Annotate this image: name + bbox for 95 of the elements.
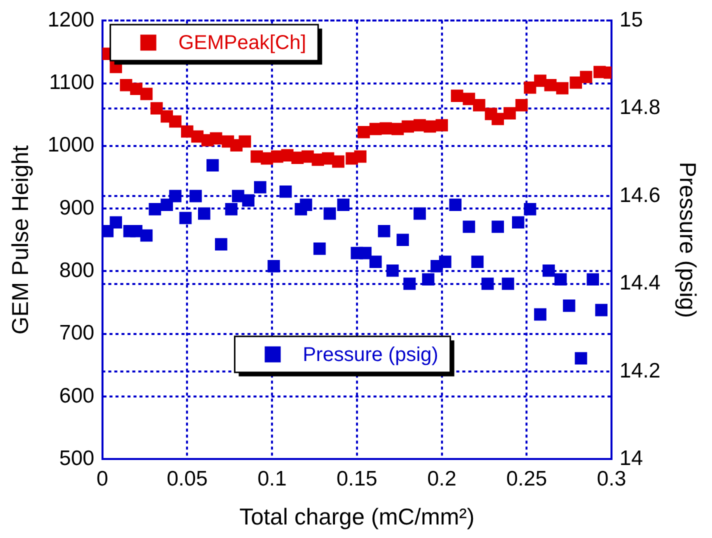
x-tick-label: 0.3	[596, 468, 626, 491]
point	[556, 82, 568, 94]
point	[422, 273, 434, 286]
x-tick-label: 0.25	[506, 468, 548, 491]
point	[369, 256, 382, 268]
point	[544, 78, 557, 92]
point	[190, 190, 202, 202]
point	[160, 198, 173, 211]
point	[580, 70, 592, 84]
point	[534, 308, 546, 321]
point	[554, 273, 567, 286]
point	[225, 203, 238, 216]
point	[206, 159, 219, 172]
point	[214, 238, 228, 250]
point	[439, 256, 452, 268]
point	[380, 122, 392, 135]
point	[562, 300, 576, 312]
point	[359, 246, 372, 260]
point	[449, 198, 462, 211]
x-axis-title: Total charge (mC/mm²)	[239, 504, 474, 530]
point	[358, 126, 370, 138]
y-tick-label: 700	[59, 322, 94, 345]
point	[210, 132, 222, 145]
point	[534, 74, 546, 87]
point	[414, 207, 426, 220]
point	[300, 198, 312, 211]
point	[472, 99, 486, 112]
point	[396, 234, 409, 246]
point	[337, 198, 350, 211]
point	[169, 115, 182, 128]
x-tick-label: 0.15	[336, 468, 378, 491]
point	[238, 135, 252, 148]
point	[436, 119, 448, 132]
point	[354, 150, 366, 163]
y2-tick-label: 14.4	[620, 272, 661, 295]
y-tick-label: 1100	[49, 71, 94, 94]
point	[242, 194, 254, 207]
y2-tick-label: 14.6	[620, 184, 660, 207]
point	[524, 203, 536, 216]
point	[324, 207, 336, 220]
point	[179, 212, 192, 224]
point	[130, 82, 142, 96]
point	[595, 304, 608, 316]
point	[169, 190, 182, 202]
point	[450, 90, 464, 102]
point	[471, 256, 484, 268]
point	[542, 264, 555, 277]
y2-tick-label: 14	[620, 446, 644, 470]
y-axis-title: GEM Pulse Height	[7, 144, 34, 334]
x-tick-label: 0.05	[166, 468, 208, 491]
y2-tick-label: 14.2	[620, 359, 660, 382]
point	[574, 352, 588, 364]
point	[570, 76, 582, 89]
y-tick-label: 1200	[48, 8, 94, 32]
point	[492, 112, 504, 126]
y2-tick-label: 15	[620, 8, 643, 32]
point	[313, 242, 326, 255]
point	[150, 102, 163, 114]
point	[386, 264, 399, 277]
point	[110, 216, 122, 229]
point	[378, 224, 390, 238]
x-tick-label: 0.1	[257, 468, 287, 491]
point	[140, 88, 153, 100]
point	[512, 216, 524, 229]
point	[502, 278, 514, 290]
point	[462, 220, 476, 233]
point	[524, 81, 536, 94]
x-tick-label: 0	[96, 468, 108, 491]
point	[102, 224, 114, 238]
point	[402, 120, 414, 133]
point	[403, 278, 416, 290]
point	[424, 120, 436, 133]
legend-label: Pressure (psig)	[302, 344, 438, 366]
point	[481, 278, 494, 290]
y-tick-label: 600	[59, 384, 94, 408]
y2-axis-title: Pressure (psig)	[674, 162, 701, 318]
point	[515, 99, 528, 112]
point	[504, 107, 516, 120]
legend-label: GEMPeak[Ch]	[178, 32, 306, 54]
point	[148, 203, 162, 216]
point	[140, 229, 153, 242]
y-tick-label: 900	[59, 196, 94, 220]
x-tick-label: 0.2	[427, 468, 456, 491]
point	[254, 181, 266, 194]
point	[586, 273, 600, 286]
point	[268, 260, 280, 272]
y-tick-label: 800	[59, 259, 94, 282]
y2-tick-label: 14.8	[620, 96, 660, 120]
point	[492, 220, 504, 233]
point	[332, 155, 344, 168]
point	[279, 185, 292, 198]
y-tick-label: 1000	[48, 134, 94, 157]
y-tick-label: 500	[59, 446, 94, 470]
point	[130, 224, 142, 238]
point	[198, 207, 210, 220]
